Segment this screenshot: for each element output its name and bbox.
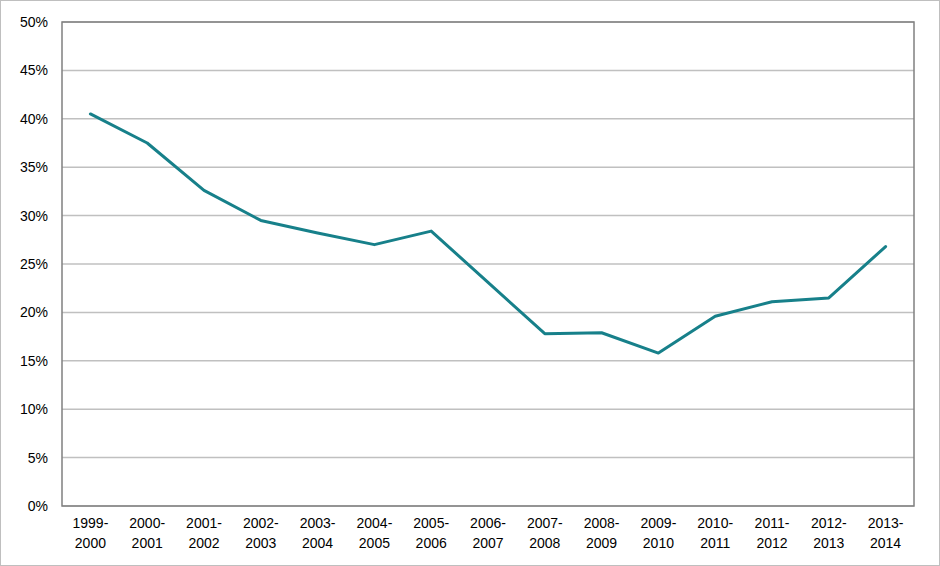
x-tick-label: 2002-2003 bbox=[243, 515, 279, 551]
x-tick-label: 2012-2013 bbox=[811, 515, 847, 551]
y-tick-label: 20% bbox=[20, 304, 48, 320]
chart-border bbox=[1, 1, 940, 566]
plot-frame bbox=[62, 22, 914, 506]
y-tick-label: 40% bbox=[20, 111, 48, 127]
y-tick-label: 25% bbox=[20, 256, 48, 272]
grid-line bbox=[62, 215, 914, 217]
x-tick-label: 1999-2000 bbox=[72, 515, 108, 551]
series-group bbox=[90, 114, 885, 353]
x-tick-label: 2000-2001 bbox=[129, 515, 165, 551]
x-tick-label: 2013-2014 bbox=[868, 515, 904, 551]
grid-line bbox=[62, 312, 914, 314]
x-tick-label: 2007-2008 bbox=[527, 515, 563, 551]
x-tick-label: 2009-2010 bbox=[640, 515, 676, 551]
grid-line bbox=[62, 166, 914, 168]
grid-line bbox=[62, 263, 914, 265]
y-tick-label: 45% bbox=[20, 62, 48, 78]
grid-line bbox=[62, 118, 914, 120]
y-tick-label: 30% bbox=[20, 208, 48, 224]
x-tick-label: 2001-2002 bbox=[186, 515, 222, 551]
y-tick-label: 50% bbox=[20, 14, 48, 30]
y-tick-label: 10% bbox=[20, 401, 48, 417]
chart-container: 0% 5% 10% 15% 20% 25% 30% 35% 40% 45% 50% 1999-2000… bbox=[0, 0, 940, 566]
grid-line bbox=[62, 360, 914, 362]
x-tick-label: 2004-2005 bbox=[356, 515, 392, 551]
grid-line bbox=[62, 70, 914, 72]
y-tick-label: 15% bbox=[20, 353, 48, 369]
x-tick-label: 2006-2007 bbox=[470, 515, 506, 551]
y-tick-label: 5% bbox=[28, 450, 48, 466]
y-tick-label: 35% bbox=[20, 159, 48, 175]
grid-line bbox=[62, 457, 914, 459]
y-tick-label: 0% bbox=[28, 498, 48, 514]
series-line bbox=[90, 114, 885, 353]
x-tick-label: 2003-2004 bbox=[300, 515, 336, 551]
x-tick-label: 2010-2011 bbox=[697, 515, 733, 551]
x-tick-label: 2005-2006 bbox=[413, 515, 449, 551]
grid-line bbox=[62, 408, 914, 410]
chart-svg: 0% 5% 10% 15% 20% 25% 30% 35% 40% 45% 50% 1999-2000… bbox=[0, 0, 940, 566]
x-tick-label: 2008-2009 bbox=[584, 515, 620, 551]
x-tick-label: 2011-2012 bbox=[755, 515, 790, 551]
